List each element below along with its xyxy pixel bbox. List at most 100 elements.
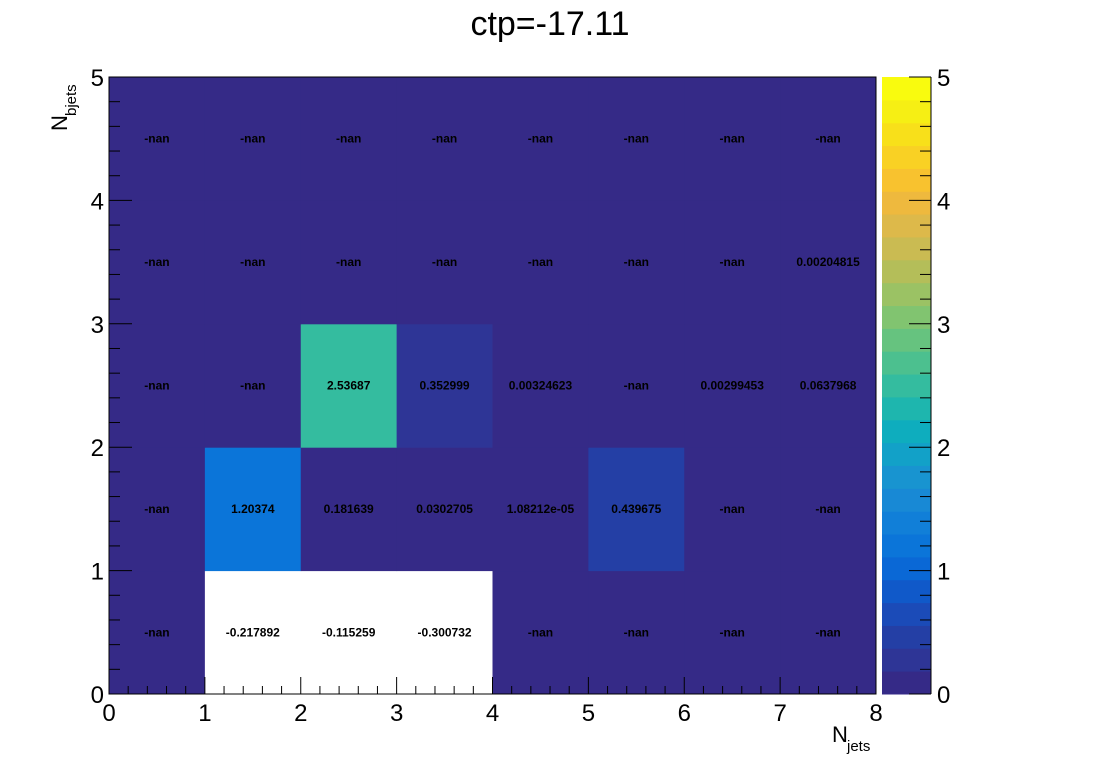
palette-swatch bbox=[882, 625, 931, 649]
palette-swatch bbox=[882, 259, 931, 284]
palette-tick-label: 2 bbox=[937, 435, 950, 462]
palette-swatch bbox=[882, 556, 931, 581]
heatmap-cell bbox=[204, 77, 302, 201]
y-tick-label: 3 bbox=[91, 312, 104, 339]
cell-value-label: -nan bbox=[528, 255, 553, 269]
cell-value-label: 0.352999 bbox=[420, 379, 470, 393]
cell-value-label: -nan bbox=[815, 132, 840, 146]
heatmap-cells bbox=[109, 77, 877, 695]
x-axis-title-main: N bbox=[832, 722, 848, 747]
cell-value-label: -0.115259 bbox=[322, 625, 376, 639]
heatmap-cell bbox=[780, 447, 877, 572]
palette-swatch bbox=[882, 236, 931, 261]
cell-value-label: 0.0302705 bbox=[416, 502, 473, 516]
heatmap-cell bbox=[109, 447, 206, 572]
heatmap-cell bbox=[396, 200, 493, 325]
x-tick-label: 0 bbox=[102, 700, 115, 727]
cell-value-label: -nan bbox=[720, 502, 745, 516]
heatmap-cell bbox=[684, 323, 781, 448]
palette-swatch bbox=[882, 374, 931, 398]
palette-swatch bbox=[882, 214, 931, 238]
heatmap-cell bbox=[588, 77, 685, 201]
cell-value-label: 0.00299453 bbox=[700, 379, 764, 393]
cell-value-label: -nan bbox=[815, 502, 840, 516]
palette-swatch bbox=[882, 191, 931, 215]
heatmap-cell bbox=[300, 447, 398, 572]
x-tick-label: 1 bbox=[198, 700, 211, 727]
cell-value-label: -nan bbox=[336, 132, 361, 146]
heatmap-cell bbox=[588, 447, 685, 572]
heatmap-cell bbox=[492, 447, 589, 572]
y-tick-label: 0 bbox=[91, 682, 104, 709]
cell-value-label: -nan bbox=[432, 255, 457, 269]
cell-value-label: -nan bbox=[240, 379, 265, 393]
y-axis-title-main: N bbox=[47, 115, 72, 131]
cell-value-label: -nan bbox=[720, 255, 745, 269]
palette-swatch bbox=[882, 579, 931, 604]
cell-value-label: -0.217892 bbox=[226, 625, 280, 639]
color-scale: 0 1 2 3 4 5 bbox=[882, 65, 950, 709]
cell-value-label: -nan bbox=[624, 625, 649, 639]
cell-value-label: -nan bbox=[528, 132, 553, 146]
cell-value-label: 0.00204815 bbox=[796, 255, 860, 269]
palette-swatch bbox=[882, 396, 931, 421]
palette-swatch bbox=[882, 671, 931, 695]
cell-value-label: -nan bbox=[144, 132, 169, 146]
palette-tick-label: 0 bbox=[937, 682, 950, 709]
cell-value-label: 1.08212e-05 bbox=[507, 502, 575, 516]
heatmap-cell bbox=[780, 77, 877, 201]
heatmap-cell bbox=[684, 200, 781, 325]
x-tick-label: 8 bbox=[869, 700, 882, 727]
x-tick-label: 5 bbox=[582, 700, 595, 727]
cell-value-label: -nan bbox=[815, 625, 840, 639]
heatmap-cell bbox=[204, 323, 302, 448]
palette-swatch bbox=[882, 328, 931, 352]
palette-swatch bbox=[882, 77, 931, 101]
cell-value-label: -nan bbox=[720, 132, 745, 146]
heatmap-cell bbox=[204, 447, 302, 572]
palette-swatch bbox=[882, 442, 931, 466]
heatmap-cell bbox=[684, 77, 781, 201]
cell-value-label: 0.0637968 bbox=[800, 379, 857, 393]
palette-swatch bbox=[882, 488, 931, 512]
y-tick-label: 1 bbox=[91, 559, 104, 586]
x-tick-label: 3 bbox=[390, 700, 403, 727]
x-axis-title: N jets bbox=[832, 722, 870, 755]
heatmap-cell bbox=[109, 200, 206, 325]
heatmap-cell bbox=[492, 200, 589, 325]
palette-swatch bbox=[882, 168, 931, 192]
palette-swatch bbox=[882, 602, 931, 626]
heatmap-cell bbox=[684, 570, 781, 695]
palette-swatch bbox=[882, 511, 931, 535]
palette-tick-label: 5 bbox=[937, 65, 950, 92]
cell-value-label: -nan bbox=[432, 132, 457, 146]
heatmap-cell bbox=[300, 570, 398, 695]
heatmap-cell bbox=[396, 570, 493, 695]
heatmap-cell bbox=[300, 77, 398, 201]
heatmap-cell bbox=[396, 323, 493, 448]
heatmap-cell bbox=[588, 323, 685, 448]
heatmap-cell bbox=[780, 200, 877, 325]
cell-value-label: 0.439675 bbox=[611, 502, 661, 516]
palette-swatch bbox=[882, 465, 931, 489]
axes: 0 1 2 3 4 5 6 7 8 0 1 2 3 4 5 bbox=[91, 65, 883, 727]
cell-value-label: -nan bbox=[624, 379, 649, 393]
x-axis-title-sub: jets bbox=[846, 738, 870, 755]
heatmap-cell bbox=[109, 570, 206, 695]
cell-value-label: -nan bbox=[144, 255, 169, 269]
cell-value-label: -nan bbox=[624, 255, 649, 269]
cell-value-label: -nan bbox=[720, 625, 745, 639]
cell-value-label: -nan bbox=[240, 255, 265, 269]
palette-swatch bbox=[882, 648, 931, 672]
cell-value-label: 2.53687 bbox=[327, 379, 371, 393]
palette-swatch bbox=[882, 99, 931, 124]
heatmap-cell bbox=[492, 323, 589, 448]
heatmap-cell bbox=[204, 570, 302, 695]
y-tick-label: 2 bbox=[91, 435, 104, 462]
heatmap-cell bbox=[204, 200, 302, 325]
x-tick-label: 7 bbox=[773, 700, 786, 727]
heatmap-cell bbox=[588, 570, 685, 695]
heatmap-cell bbox=[396, 447, 493, 572]
heatmap-cell bbox=[396, 77, 493, 201]
heatmap-cell bbox=[780, 570, 877, 695]
